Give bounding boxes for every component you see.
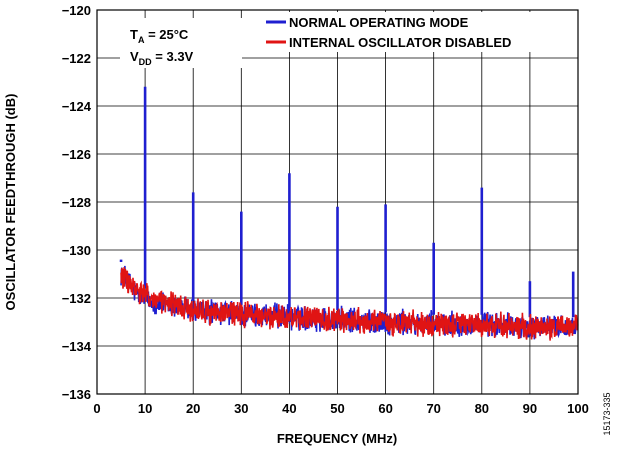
- x-tick-label: 90: [523, 401, 537, 416]
- legend-box: [262, 12, 570, 52]
- y-tick-label: −134: [62, 339, 92, 354]
- annotation-box: [120, 18, 242, 68]
- x-tick-label: 70: [426, 401, 440, 416]
- x-tick-label: 60: [378, 401, 392, 416]
- x-tick-label: 50: [330, 401, 344, 416]
- x-tick-label: 40: [282, 401, 296, 416]
- y-tick-label: −124: [62, 99, 92, 114]
- x-axis-label: FREQUENCY (MHz): [277, 431, 397, 446]
- y-tick-label: −126: [62, 147, 91, 162]
- annotation-temperature: TA = 25°C: [130, 27, 189, 45]
- y-tick-label: −136: [62, 387, 91, 402]
- series-trace-internal-oscillator-disabled: [120, 267, 579, 341]
- x-tick-label: 80: [475, 401, 489, 416]
- y-tick-label: −120: [62, 3, 91, 18]
- y-tick-label: −128: [62, 195, 91, 210]
- y-tick-label: −132: [62, 291, 91, 306]
- x-tick-label: 10: [138, 401, 152, 416]
- legend-label-normal: NORMAL OPERATING MODE: [289, 15, 469, 30]
- y-tick-labels: −120 −122 −124 −126 −128 −130 −132 −134 −136: [62, 3, 92, 402]
- y-axis-label: OSCILLATOR FEEDTHROUGH (dB): [3, 94, 18, 311]
- x-tick-label: 20: [186, 401, 200, 416]
- x-tick-label: 100: [567, 401, 589, 416]
- x-tick-labels: 0 10 20 30 40 50 60 70 80 90 100: [93, 401, 588, 416]
- y-tick-label: −130: [62, 243, 91, 258]
- series-layer: [119, 86, 579, 341]
- y-tick-label: −122: [62, 51, 91, 66]
- plot-frame: [96, 9, 579, 395]
- figure-id: 15173-335: [602, 392, 612, 435]
- x-tick-label: 30: [234, 401, 248, 416]
- legend-label-disabled: INTERNAL OSCILLATOR DISABLED: [289, 35, 511, 50]
- x-tick-label: 0: [93, 401, 100, 416]
- annotation-vdd: VDD = 3.3V: [130, 49, 194, 67]
